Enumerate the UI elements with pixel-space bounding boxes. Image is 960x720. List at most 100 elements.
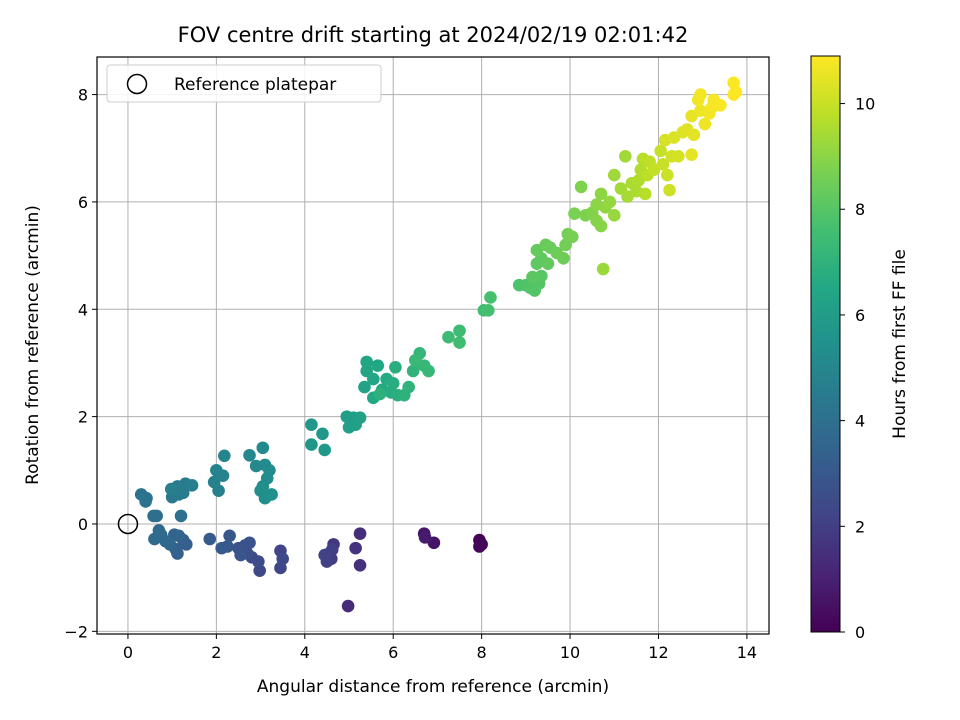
colorbar-tick-label: 10 — [855, 95, 875, 114]
reference-point — [117, 513, 139, 535]
data-point — [568, 207, 581, 221]
data-point — [147, 509, 160, 523]
data-point — [318, 443, 331, 457]
data-point — [171, 547, 184, 560]
data-point — [596, 262, 610, 276]
plot-frame — [96, 56, 770, 635]
data-point — [656, 158, 670, 171]
data-point — [663, 183, 676, 197]
data-point — [140, 491, 153, 505]
reference-marker — [117, 513, 139, 535]
data-point — [316, 427, 329, 441]
x-tick-label: 8 — [477, 643, 487, 662]
data-point — [594, 219, 608, 233]
data-point — [358, 380, 371, 394]
data-point — [594, 187, 608, 201]
y-tick-label: 8 — [78, 86, 88, 105]
colorbar-label: Hours from first FF file — [890, 249, 910, 439]
data-point — [694, 88, 707, 101]
data-point — [442, 330, 455, 344]
colorbar — [810, 55, 841, 633]
data-point — [565, 230, 579, 244]
y-tick-label: 4 — [78, 300, 88, 319]
data-point — [371, 359, 385, 372]
data-point — [453, 324, 466, 338]
data-point — [729, 85, 743, 99]
colorbar-tick-label: 6 — [855, 306, 865, 325]
data-point — [305, 438, 318, 451]
data-points — [134, 76, 743, 613]
x-tick-label: 12 — [648, 643, 668, 662]
data-point — [422, 364, 435, 378]
data-point — [353, 527, 367, 540]
grid-lines — [97, 57, 769, 634]
data-point — [305, 418, 318, 431]
data-point — [164, 482, 178, 496]
legend-box — [106, 64, 382, 103]
x-tick-label: 2 — [211, 643, 221, 662]
data-point — [409, 353, 422, 367]
legend-reference-marker — [126, 73, 148, 95]
x-tick-label: 14 — [737, 643, 757, 662]
data-point — [685, 148, 698, 161]
x-tick-label: 10 — [560, 643, 580, 662]
x-tick-label: 4 — [300, 643, 310, 662]
x-axis-ticks: 0 2 4 6 8 10 12 14 — [123, 634, 757, 662]
data-point — [638, 187, 652, 201]
y-axis-ticks: −2 0 2 4 6 8 — [64, 86, 97, 641]
data-point — [386, 377, 400, 390]
data-point — [373, 387, 387, 401]
data-point — [341, 599, 355, 613]
data-point — [185, 479, 199, 492]
data-point — [698, 117, 712, 131]
colorbar-tick-label: 4 — [855, 412, 865, 431]
y-tick-label: 2 — [78, 408, 88, 427]
data-point — [541, 257, 555, 270]
data-point — [672, 149, 685, 163]
x-tick-label: 6 — [388, 643, 398, 662]
data-point — [687, 128, 701, 142]
data-point — [453, 336, 466, 349]
legend: Reference platepar — [106, 64, 382, 103]
data-point — [215, 541, 228, 555]
data-point — [484, 291, 497, 304]
data-point — [203, 532, 217, 546]
data-point — [418, 531, 432, 544]
colorbar-tick-label: 8 — [855, 200, 865, 219]
data-point — [234, 548, 247, 562]
y-tick-label: 6 — [78, 193, 88, 212]
data-point — [619, 149, 632, 163]
legend-label: Reference platepar — [174, 75, 336, 95]
colorbar-ticks: 0 2 4 6 8 10 — [840, 95, 875, 642]
data-point — [607, 209, 621, 222]
y-axis-label: Rotation from reference (arcmin) — [23, 205, 43, 485]
data-point — [243, 448, 256, 462]
data-point — [661, 168, 674, 182]
y-tick-label: −2 — [64, 622, 88, 641]
data-point — [574, 180, 588, 194]
data-point — [481, 304, 495, 317]
data-point — [654, 144, 667, 158]
data-point — [603, 195, 617, 209]
data-point — [402, 380, 415, 394]
x-axis-label: Angular distance from reference (arcmin) — [257, 677, 609, 697]
data-point — [276, 552, 289, 566]
data-point — [218, 449, 231, 463]
data-point — [353, 411, 367, 424]
chart-title: FOV centre drift starting at 2024/02/19 … — [178, 23, 689, 47]
data-point — [557, 251, 570, 265]
data-point — [174, 509, 188, 523]
data-point — [265, 488, 278, 501]
colorbar-tick-label: 0 — [855, 623, 865, 642]
data-point — [207, 475, 221, 489]
data-point — [252, 555, 265, 568]
data-point — [714, 99, 727, 112]
data-point — [243, 536, 256, 550]
data-point — [223, 529, 236, 543]
data-point — [210, 463, 223, 477]
x-tick-label: 0 — [123, 643, 133, 662]
data-point — [367, 372, 380, 386]
colorbar-tick-label: 2 — [855, 517, 865, 536]
data-point — [148, 532, 161, 546]
